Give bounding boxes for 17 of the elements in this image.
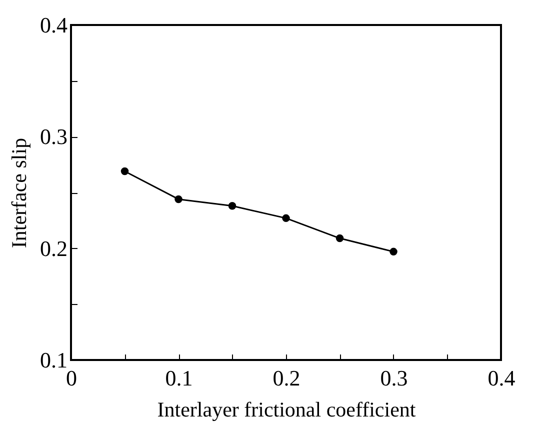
point (390, 248, 398, 256)
point (282, 214, 290, 222)
point (174, 195, 182, 204)
y-tick-label: 0.3 (40, 124, 68, 150)
point (228, 202, 236, 210)
point (336, 234, 344, 242)
y-tick-label: 0.2 (40, 236, 68, 261)
y-axis-title: Interface slip (7, 138, 31, 248)
x-axis-title: Interlayer frictional coefficient (157, 398, 416, 422)
y-tick-label: 0.4 (40, 12, 68, 38)
point (120, 167, 129, 176)
x-tick-label: 0.2 (272, 366, 300, 390)
x-tick-label: 0.1 (165, 366, 193, 390)
x-tick-label: 0 (66, 366, 77, 390)
y-tick-label: 0.1 (40, 348, 68, 372)
x-tick-label: 0.3 (380, 366, 408, 390)
x-tick-label: 0.4 (488, 366, 516, 390)
